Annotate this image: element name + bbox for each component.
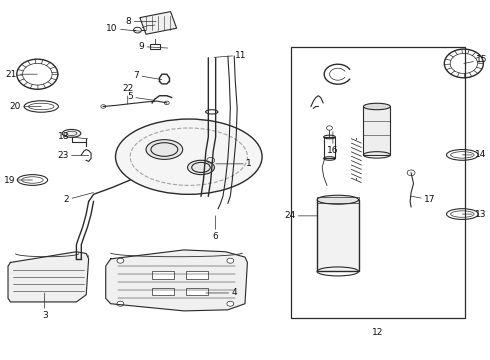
Text: 17: 17 <box>411 195 436 204</box>
Bar <box>150 44 160 49</box>
Text: 19: 19 <box>4 176 32 185</box>
Bar <box>317 200 359 271</box>
Polygon shape <box>8 252 89 302</box>
Ellipse shape <box>62 130 81 137</box>
Ellipse shape <box>146 140 183 159</box>
Bar <box>364 107 391 155</box>
Bar <box>186 271 208 279</box>
Bar <box>186 288 208 296</box>
Bar <box>323 137 335 158</box>
Text: 6: 6 <box>213 216 219 241</box>
Ellipse shape <box>116 119 262 194</box>
Text: 21: 21 <box>6 70 37 79</box>
Text: 23: 23 <box>57 151 89 160</box>
Polygon shape <box>106 250 247 311</box>
Text: 14: 14 <box>463 150 486 159</box>
Circle shape <box>117 301 124 306</box>
Text: 22: 22 <box>122 84 133 104</box>
Text: 13: 13 <box>463 210 486 219</box>
Circle shape <box>117 258 124 263</box>
Text: 16: 16 <box>327 132 339 155</box>
Text: 7: 7 <box>134 71 162 80</box>
Circle shape <box>227 258 234 263</box>
Text: 11: 11 <box>214 51 247 60</box>
Circle shape <box>227 301 234 306</box>
Text: 10: 10 <box>106 24 141 33</box>
Text: 3: 3 <box>42 293 48 320</box>
Text: 24: 24 <box>284 211 318 220</box>
Text: 20: 20 <box>10 102 41 111</box>
Text: 18: 18 <box>57 132 88 141</box>
Text: 1: 1 <box>216 159 252 168</box>
Text: 4: 4 <box>206 288 237 297</box>
Ellipse shape <box>364 103 391 110</box>
Text: 2: 2 <box>64 193 94 204</box>
Text: 15: 15 <box>464 55 488 64</box>
Bar <box>152 271 174 279</box>
Bar <box>317 197 359 203</box>
Ellipse shape <box>317 195 359 204</box>
Bar <box>140 12 176 34</box>
Ellipse shape <box>188 160 215 175</box>
Text: 9: 9 <box>139 42 168 51</box>
Text: 12: 12 <box>372 328 384 337</box>
Bar <box>292 47 465 318</box>
Bar <box>152 288 174 296</box>
Text: 8: 8 <box>126 17 156 26</box>
Text: 5: 5 <box>127 92 154 101</box>
